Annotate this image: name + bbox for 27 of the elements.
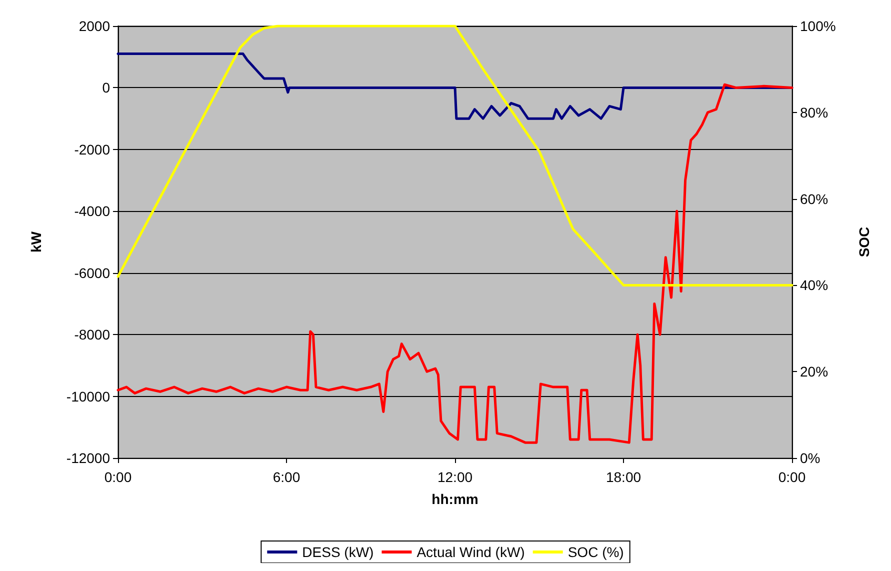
y2-tick-label: 0% [800, 450, 820, 466]
y2-tick-label: 80% [800, 104, 828, 120]
legend-label: DESS (kW) [302, 544, 374, 560]
y-axis-title: kW [28, 230, 44, 252]
y-tick-label: 0 [102, 80, 110, 96]
y-tick-label: -12000 [66, 450, 110, 466]
y-tick-label: -6000 [74, 264, 110, 281]
x-tick-label: 0:00 [104, 469, 132, 485]
y2-tick-label: 40% [800, 277, 828, 294]
y-tick-label: -4000 [74, 203, 110, 220]
legend-label: SOC (%) [568, 544, 624, 560]
y2-tick-label: 20% [800, 364, 828, 380]
line-series [116, 83, 794, 444]
line-series [116, 52, 794, 120]
y2-tick-label: 60% [800, 190, 828, 207]
y-tick-label: -8000 [74, 326, 110, 343]
y-tick-label: 2000 [78, 18, 110, 34]
x-axis-title: hh:mm [432, 491, 478, 507]
legend-label: Actual Wind (kW) [416, 544, 525, 560]
x-tick-label: 6:00 [272, 469, 300, 485]
y2-tick-label: 100% [800, 18, 836, 34]
y-tick-label: -2000 [74, 141, 110, 158]
x-tick-label: 18:00 [606, 469, 642, 485]
y2-axis-title: SOC [856, 226, 872, 258]
y-tick-label: -10000 [66, 388, 110, 404]
x-tick-label: 0:00 [778, 469, 806, 485]
x-tick-label: 12:00 [437, 469, 473, 485]
